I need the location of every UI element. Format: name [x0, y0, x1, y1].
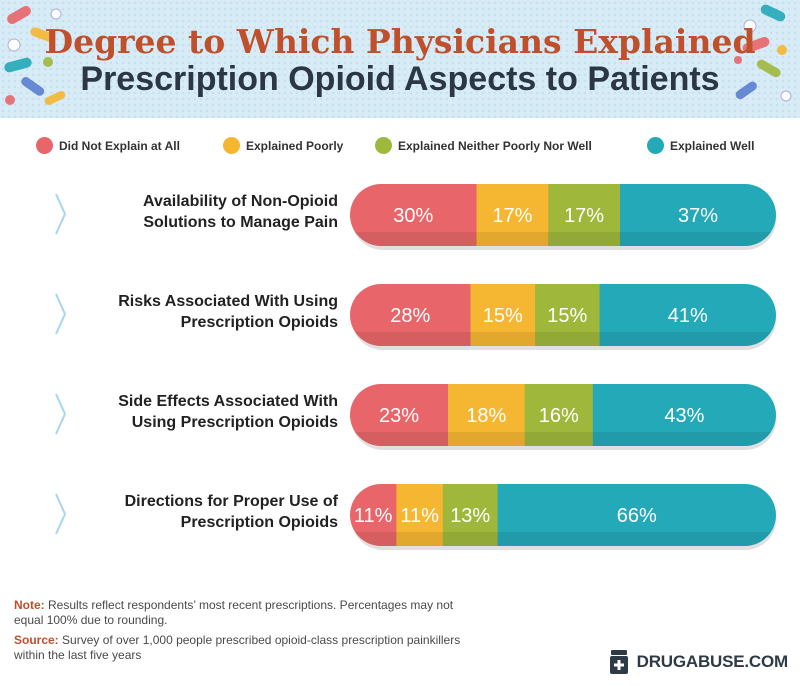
brand-name: DRUGABUSE.COM	[636, 652, 789, 671]
chevron-right-icon	[55, 493, 67, 535]
category-label: Side Effects Associated With Using Prescr…	[58, 391, 338, 433]
source: Source: Survey of over 1,000 people pres…	[14, 633, 484, 663]
data-label: 28%	[390, 305, 430, 327]
bar-segment-explained-poorly	[447, 384, 526, 446]
chart-row: Directions for Proper Use of Prescription…	[0, 476, 800, 556]
data-label: 11%	[354, 505, 393, 527]
legend-label: Did Not Explain at All	[59, 138, 180, 153]
data-label: 18%	[466, 405, 506, 427]
bar-shade	[350, 532, 776, 546]
category-label-line: Solutions to Manage Pain	[143, 214, 338, 231]
note-key: Note:	[14, 598, 45, 612]
category-label-line: Side Effects Associated With	[118, 393, 338, 410]
stacked-bar: 23% 18% 16% 43%	[350, 384, 776, 450]
bar-shade	[350, 332, 776, 346]
bar-segment-explained-well	[599, 284, 776, 346]
data-label: 15%	[547, 305, 587, 327]
data-label: 17%	[492, 205, 532, 227]
legend-item-neither: Explained Neither Poorly Nor Well	[375, 137, 592, 154]
header-banner: Degree to Which Physicians Explained Pre…	[0, 0, 800, 118]
legend-dot-did-not-explain-icon	[36, 137, 53, 154]
source-key: Source:	[14, 633, 59, 647]
category-label: Directions for Proper Use of Prescription…	[58, 491, 338, 533]
category-label-line: Prescription Opioids	[180, 314, 338, 331]
category-label: Availability of Non-Opioid Solutions to M…	[58, 191, 338, 233]
bar-segment-explained-poorly	[396, 484, 444, 546]
data-label: 16%	[539, 405, 579, 427]
category-label-line: Availability of Non-Opioid	[143, 193, 338, 210]
footnotes: Note: Results reflect respondents’ most …	[14, 598, 484, 668]
legend-item-did-not-explain: Did Not Explain at All	[36, 137, 180, 154]
pills-decoration-icon	[734, 4, 792, 102]
data-label: 17%	[564, 205, 604, 227]
data-label: 23%	[379, 405, 419, 427]
medicine-bottle-icon	[609, 650, 628, 674]
chart-row: Availability of Non-Opioid Solutions to M…	[0, 176, 800, 256]
bar-segment-explained-well	[592, 384, 776, 446]
bar-shade	[350, 432, 776, 446]
legend: Did Not Explain at All Explained Poorly …	[0, 137, 800, 157]
data-label: 66%	[617, 505, 657, 527]
bar-segment-did-not-explain	[350, 284, 471, 346]
data-label: 30%	[393, 205, 433, 227]
category-label-line: Directions for Proper Use of	[124, 493, 338, 510]
chart-title-line-1: Degree to Which Physicians Explained	[44, 22, 756, 61]
chart-row: Side Effects Associated With Using Prescr…	[0, 376, 800, 456]
data-label: 41%	[668, 305, 708, 327]
legend-dot-neither-icon	[375, 137, 392, 154]
legend-label: Explained Poorly	[246, 138, 344, 153]
pills-decoration-icon	[4, 6, 66, 105]
bar-segment-explained-poorly	[470, 284, 536, 346]
bar-segment-neither	[548, 184, 621, 246]
data-label: 37%	[678, 205, 718, 227]
source-text: Survey of over 1,000 people prescribed o…	[14, 633, 461, 662]
chevron-right-icon	[55, 193, 67, 235]
bar-segment-neither	[442, 484, 499, 546]
data-label: 11%	[400, 505, 439, 527]
note: Note: Results reflect respondents’ most …	[14, 598, 484, 628]
stacked-bar: 30% 17% 17% 37%	[350, 184, 776, 250]
legend-label: Explained Neither Poorly Nor Well	[398, 138, 592, 153]
bar-segment-did-not-explain	[350, 384, 449, 446]
bar-segment-neither	[524, 384, 594, 446]
data-label: 43%	[664, 405, 704, 427]
data-label: 13%	[450, 505, 490, 527]
stacked-bar: 11% 11% 13% 66%	[350, 484, 776, 550]
legend-item-explained-poorly: Explained Poorly	[223, 137, 343, 154]
legend-dot-explained-well-icon	[647, 137, 664, 154]
bar-shade	[350, 232, 776, 246]
data-label: 15%	[483, 305, 523, 327]
category-label-line: Using Prescription Opioids	[131, 414, 338, 431]
legend-dot-explained-poorly-icon	[223, 137, 240, 154]
legend-label: Explained Well	[670, 138, 755, 153]
category-label: Risks Associated With Using Prescription …	[58, 291, 338, 333]
chevron-right-icon	[55, 293, 67, 335]
bar-segment-neither	[535, 284, 601, 346]
note-text: Results reflect respondents’ most recent…	[14, 598, 454, 627]
chart-row: Risks Associated With Using Prescription …	[0, 276, 800, 356]
category-label-line: Prescription Opioids	[180, 514, 338, 531]
chevron-right-icon	[55, 393, 67, 435]
legend-item-explained-well: Explained Well	[647, 137, 754, 154]
bar-segment-did-not-explain	[350, 184, 478, 246]
category-label-line: Risks Associated With Using	[118, 293, 338, 310]
bar-segment-explained-well	[619, 184, 776, 246]
bar-segment-explained-well	[497, 484, 776, 546]
bar-segment-explained-poorly	[476, 184, 549, 246]
chart-title-line-2: Prescription Opioid Aspects to Patients	[80, 60, 720, 98]
stacked-bar: 28% 15% 15% 41%	[350, 284, 776, 350]
brand-logo: DRUGABUSE.COM	[609, 650, 788, 674]
